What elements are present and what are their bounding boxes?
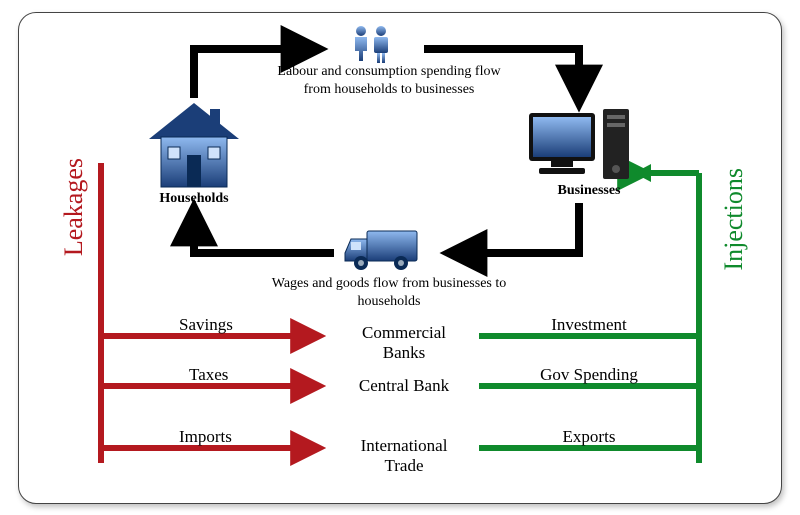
truck-icon (345, 231, 417, 270)
leak-taxes: Taxes (189, 365, 228, 385)
inj-investment: Investment (519, 315, 659, 335)
bottom-flow-text: Wages and goods flow from businesses to … (239, 275, 539, 310)
injections-side-label: Injections (719, 168, 749, 271)
top-flow-text: Labour and consumption spending flow fro… (239, 63, 539, 98)
leak-savings: Savings (179, 315, 233, 335)
computer-icon (529, 109, 629, 179)
leakages-side-label: Leakages (59, 158, 89, 256)
inj-govspending: Gov Spending (519, 365, 659, 385)
households-label: Households (149, 191, 239, 207)
businesses-label: Businesses (539, 183, 639, 199)
diagram-card: Leakages Injections Households Businesse… (18, 12, 782, 504)
leak-imports: Imports (179, 427, 232, 447)
sector-central-bank: Central Bank (329, 376, 479, 396)
inj-exports: Exports (519, 427, 659, 447)
sector-commercial-banks: Commercial Banks (329, 323, 479, 363)
people-icon (355, 26, 388, 63)
sector-intl-trade: International Trade (329, 436, 479, 476)
house-icon (149, 103, 239, 187)
